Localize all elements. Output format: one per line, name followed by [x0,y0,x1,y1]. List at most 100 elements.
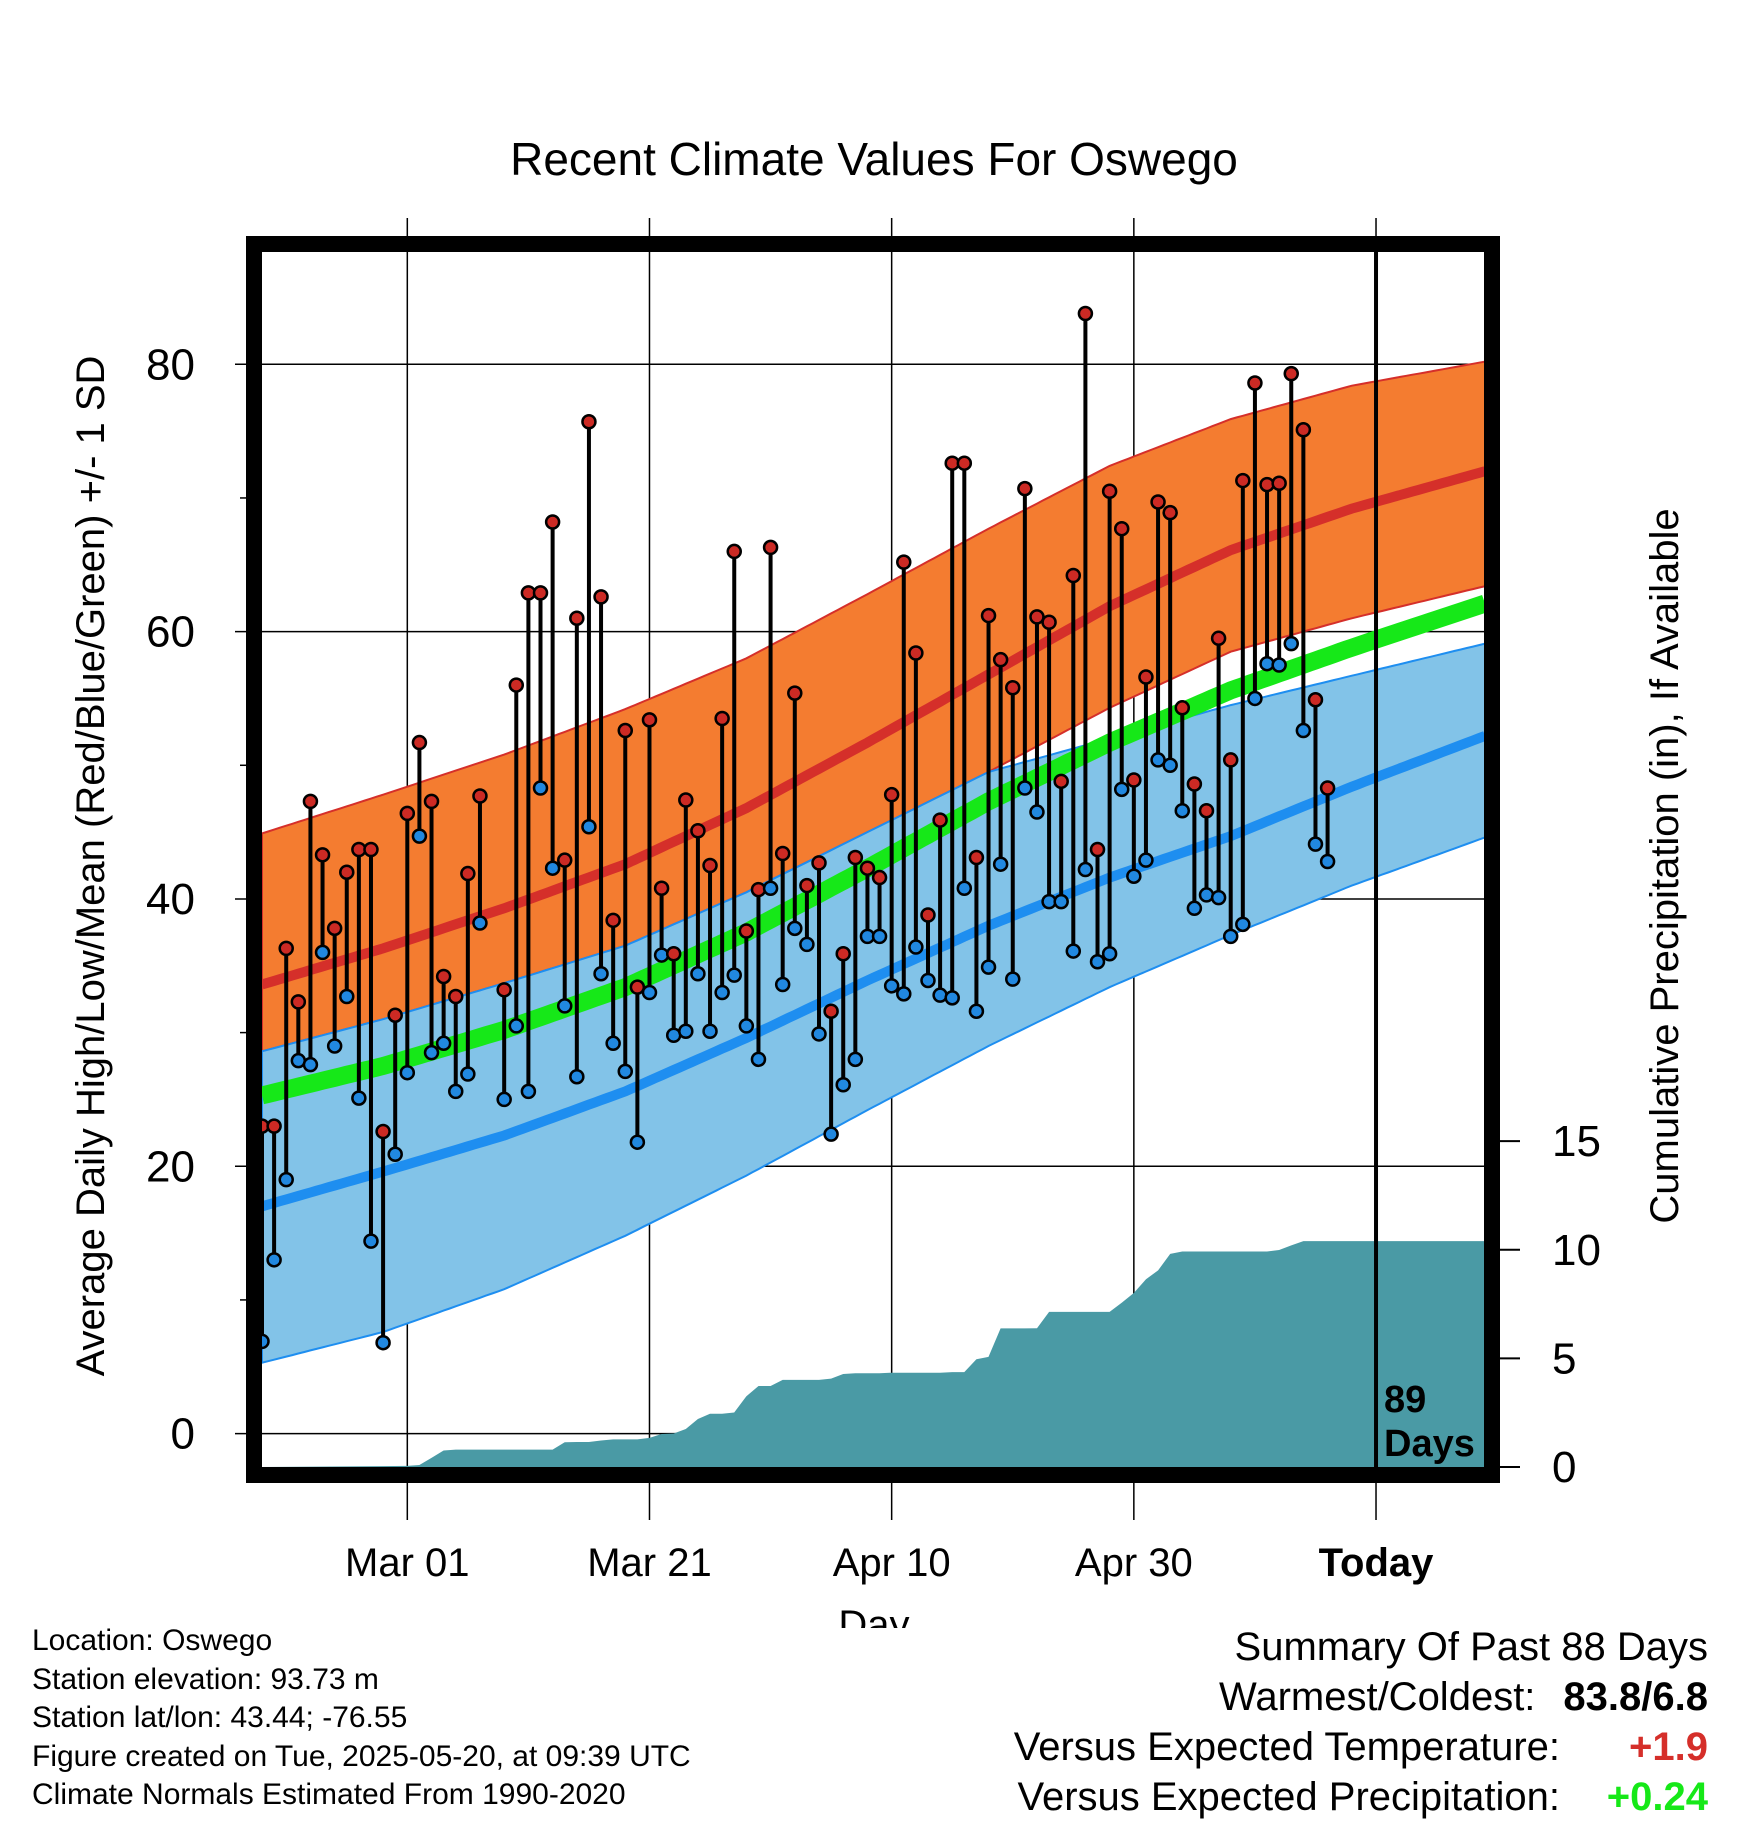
y-tick-label: 80 [146,340,195,389]
observed-low-point [569,1068,585,1085]
observed-low-point [1126,868,1142,884]
observed-high-point [556,852,573,868]
observed-high-point [1307,692,1324,708]
observed-low-point [593,966,609,982]
observed-low-point [1113,781,1130,798]
observed-low-point [871,928,888,945]
observed-values [262,305,1336,1351]
observed-low-point [641,984,658,1001]
observed-low-point [738,1018,755,1034]
observed-high-point [896,554,912,570]
observed-low-point [278,1171,294,1188]
climate-chart: Recent Climate Values For Oswego 89Days … [69,133,1687,1628]
observed-high-point [1271,475,1287,492]
observed-high-point [326,920,343,937]
observed-high-point [690,823,706,839]
warmest-row: Warmest/Coldest: 83.8/6.8 [1014,1672,1708,1722]
y2-tick-label: 5 [1552,1334,1576,1383]
observed-low-point [508,1018,525,1034]
observed-high-point [423,793,440,810]
observed-high-point [435,968,452,985]
observed-high-point [665,945,682,962]
low-normal-line [262,731,1485,1212]
observed-low-point [908,939,924,955]
observed-low-point [774,976,791,993]
observed-high-point [1247,375,1263,391]
observed-low-point [823,1126,839,1142]
summary-title: Summary Of Past 88 Days [1234,1625,1708,1669]
observed-high-point [581,414,597,430]
observed-high-point [774,845,791,862]
observed-high-point [1101,483,1118,500]
y-tick-label: 20 [146,1142,195,1191]
y-tick-label: 60 [146,608,195,657]
observed-low-point [1186,900,1203,917]
observed-high-point [908,645,924,661]
observed-high-point [387,1007,403,1023]
observed-low-point [1210,889,1227,906]
observed-low-point [375,1334,391,1351]
observed-high-point [1295,422,1312,438]
observed-low-point [932,987,948,1003]
warmest-value: 83.8/6.8 [1563,1675,1708,1719]
observed-low-point [726,967,742,983]
created-text: Figure created on Tue, 2025-05-20, at 09… [32,1739,691,1773]
observed-high-point [787,685,803,701]
observed-low-point [762,880,779,896]
observed-high-point [702,857,718,874]
observed-low-point [302,1056,319,1073]
chart-title: Recent Climate Values For Oswego [510,133,1238,185]
observed-high-point [1210,630,1227,647]
observed-low-point [678,1023,694,1040]
observed-high-point [956,455,973,471]
observed-low-point [1089,954,1106,970]
observed-low-point [811,1026,827,1042]
observed-high-point [1089,841,1106,858]
observed-high-point [1005,680,1021,696]
observed-low-point [799,936,815,953]
observed-high-point [762,539,779,556]
observed-low-point [617,1063,634,1080]
observed-high-point [883,786,900,803]
observed-low-point [1138,852,1154,868]
observed-high-point [544,514,561,530]
observed-low-point [1307,836,1324,852]
observed-low-point [1222,928,1239,945]
observed-low-point [1247,690,1263,707]
observed-low-point [920,972,936,989]
observed-low-point [968,1003,985,1019]
y2-axis-label: Cumulative Precipitation (in), If Availa… [1643,508,1687,1223]
observed-high-point [859,860,876,876]
precip-row: Versus Expected Precipitation: +0.24 [1014,1772,1708,1822]
x-tick-label: Apr 10 [833,1541,951,1585]
observed-high-point [399,805,416,822]
observed-high-point [980,607,997,624]
observed-low-point [460,1066,476,1082]
observed-high-point [375,1123,391,1140]
observed-high-point [932,812,948,828]
observed-low-point [339,988,355,1005]
warmest-label: Warmest/Coldest: [1219,1675,1536,1719]
observed-high-point [871,869,888,886]
observed-low-point [1198,887,1215,903]
observed-low-point [750,1051,767,1068]
observed-low-point [1077,861,1094,878]
observed-high-point [593,589,609,605]
observed-low-point [714,984,730,1001]
observed-high-point [1138,669,1154,685]
observed-high-point [1186,776,1203,792]
observed-high-point [641,712,658,728]
observed-high-point [496,982,512,998]
observed-high-point [968,849,985,866]
observed-low-point [262,1333,270,1350]
observed-low-point [992,856,1009,872]
station-info: Location: Oswego Station elevation: 93.7… [32,1622,691,1815]
y2-tick-label: 10 [1552,1226,1601,1275]
observed-low-point [1053,893,1069,910]
observed-high-point [738,923,755,939]
observed-high-point [278,940,294,957]
x-tick-label: Mar 01 [345,1541,470,1585]
observed-low-point [702,1023,718,1040]
observed-low-point [1029,804,1045,820]
